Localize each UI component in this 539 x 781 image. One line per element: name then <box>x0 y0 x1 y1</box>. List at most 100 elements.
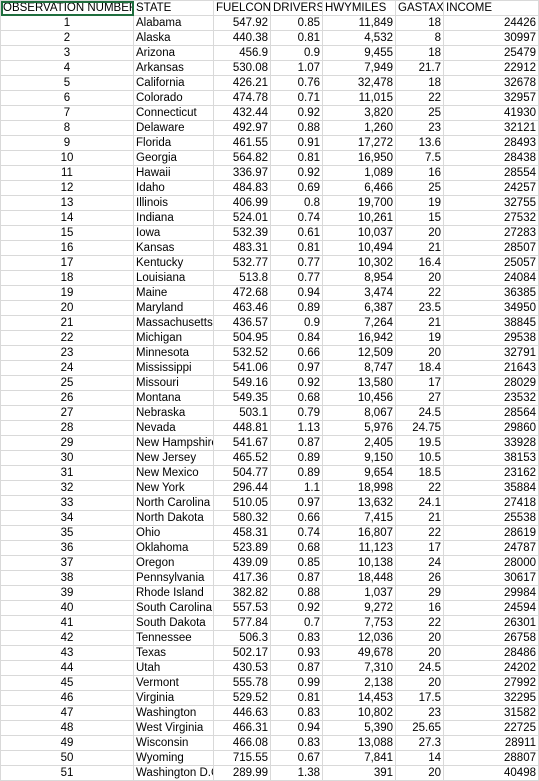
cell-fuelcon[interactable]: 463.46 <box>213 300 271 316</box>
cell-observation-number[interactable]: 12 <box>0 180 134 196</box>
cell-observation-number[interactable]: 50 <box>0 750 134 766</box>
cell-observation-number[interactable]: 42 <box>0 630 134 646</box>
cell-fuelcon[interactable]: 577.84 <box>213 615 271 631</box>
cell-gastax[interactable]: 23 <box>395 705 444 721</box>
cell-income[interactable]: 40498 <box>443 765 539 781</box>
cell-observation-number[interactable]: 51 <box>0 765 134 781</box>
cell-fuelcon[interactable]: 506.3 <box>213 630 271 646</box>
cell-fuelcon[interactable]: 532.77 <box>213 255 271 271</box>
cell-hwymiles[interactable]: 1,260 <box>322 120 396 136</box>
cell-observation-number[interactable]: 23 <box>0 345 134 361</box>
cell-drivers[interactable]: 0.81 <box>270 240 323 256</box>
cell-income[interactable]: 28911 <box>443 735 539 751</box>
cell-observation-number[interactable]: 46 <box>0 690 134 706</box>
header-cell-drivers[interactable]: DRIVERS <box>270 0 323 16</box>
cell-observation-number[interactable]: 15 <box>0 225 134 241</box>
cell-drivers[interactable]: 0.87 <box>270 435 323 451</box>
cell-gastax[interactable]: 7.5 <box>395 150 444 166</box>
cell-observation-number[interactable]: 37 <box>0 555 134 571</box>
cell-fuelcon[interactable]: 406.99 <box>213 195 271 211</box>
cell-fuelcon[interactable]: 336.97 <box>213 165 271 181</box>
cell-observation-number[interactable]: 20 <box>0 300 134 316</box>
cell-state[interactable]: Arizona <box>133 45 214 61</box>
cell-state[interactable]: Pennsylvania <box>133 570 214 586</box>
cell-gastax[interactable]: 16.4 <box>395 255 444 271</box>
cell-hwymiles[interactable]: 19,700 <box>322 195 396 211</box>
cell-income[interactable]: 33928 <box>443 435 539 451</box>
cell-hwymiles[interactable]: 32,478 <box>322 75 396 91</box>
header-cell-state[interactable]: STATE <box>133 0 214 16</box>
cell-income[interactable]: 30997 <box>443 30 539 46</box>
cell-fuelcon[interactable]: 432.44 <box>213 105 271 121</box>
cell-gastax[interactable]: 17 <box>395 375 444 391</box>
cell-hwymiles[interactable]: 7,949 <box>322 60 396 76</box>
cell-fuelcon[interactable]: 549.35 <box>213 390 271 406</box>
cell-hwymiles[interactable]: 13,632 <box>322 495 396 511</box>
cell-drivers[interactable]: 0.61 <box>270 225 323 241</box>
cell-drivers[interactable]: 1.1 <box>270 480 323 496</box>
cell-income[interactable]: 28486 <box>443 645 539 661</box>
cell-fuelcon[interactable]: 555.78 <box>213 675 271 691</box>
cell-hwymiles[interactable]: 16,807 <box>322 525 396 541</box>
cell-observation-number[interactable]: 22 <box>0 330 134 346</box>
cell-drivers[interactable]: 0.83 <box>270 735 323 751</box>
cell-hwymiles[interactable]: 10,494 <box>322 240 396 256</box>
cell-fuelcon[interactable]: 502.17 <box>213 645 271 661</box>
cell-income[interactable]: 24257 <box>443 180 539 196</box>
cell-hwymiles[interactable]: 10,261 <box>322 210 396 226</box>
cell-drivers[interactable]: 0.93 <box>270 645 323 661</box>
cell-fuelcon[interactable]: 532.39 <box>213 225 271 241</box>
cell-gastax[interactable]: 19.5 <box>395 435 444 451</box>
cell-drivers[interactable]: 0.94 <box>270 285 323 301</box>
cell-observation-number[interactable]: 49 <box>0 735 134 751</box>
cell-fuelcon[interactable]: 296.44 <box>213 480 271 496</box>
cell-gastax[interactable]: 20 <box>395 270 444 286</box>
cell-observation-number[interactable]: 45 <box>0 675 134 691</box>
cell-income[interactable]: 32121 <box>443 120 539 136</box>
cell-fuelcon[interactable]: 456.9 <box>213 45 271 61</box>
cell-income[interactable]: 28507 <box>443 240 539 256</box>
cell-state[interactable]: Wisconsin <box>133 735 214 751</box>
cell-state[interactable]: California <box>133 75 214 91</box>
cell-income[interactable]: 27418 <box>443 495 539 511</box>
cell-state[interactable]: North Dakota <box>133 510 214 526</box>
cell-hwymiles[interactable]: 16,942 <box>322 330 396 346</box>
cell-fuelcon[interactable]: 541.67 <box>213 435 271 451</box>
cell-fuelcon[interactable]: 523.89 <box>213 540 271 556</box>
cell-state[interactable]: Kansas <box>133 240 214 256</box>
cell-drivers[interactable]: 0.79 <box>270 405 323 421</box>
cell-observation-number[interactable]: 9 <box>0 135 134 151</box>
cell-income[interactable]: 26301 <box>443 615 539 631</box>
cell-observation-number[interactable]: 5 <box>0 75 134 91</box>
cell-drivers[interactable]: 0.87 <box>270 660 323 676</box>
cell-hwymiles[interactable]: 391 <box>322 765 396 781</box>
cell-income[interactable]: 24594 <box>443 600 539 616</box>
cell-observation-number[interactable]: 7 <box>0 105 134 121</box>
cell-state[interactable]: Delaware <box>133 120 214 136</box>
cell-state[interactable]: Missouri <box>133 375 214 391</box>
cell-fuelcon[interactable]: 524.01 <box>213 210 271 226</box>
cell-fuelcon[interactable]: 529.52 <box>213 690 271 706</box>
cell-observation-number[interactable]: 17 <box>0 255 134 271</box>
cell-income[interactable]: 26758 <box>443 630 539 646</box>
cell-drivers[interactable]: 0.84 <box>270 330 323 346</box>
cell-drivers[interactable]: 0.83 <box>270 705 323 721</box>
cell-observation-number[interactable]: 28 <box>0 420 134 436</box>
cell-hwymiles[interactable]: 1,089 <box>322 165 396 181</box>
cell-gastax[interactable]: 27.3 <box>395 735 444 751</box>
cell-fuelcon[interactable]: 465.52 <box>213 450 271 466</box>
cell-hwymiles[interactable]: 11,123 <box>322 540 396 556</box>
cell-drivers[interactable]: 0.74 <box>270 525 323 541</box>
cell-gastax[interactable]: 18 <box>395 15 444 31</box>
cell-fuelcon[interactable]: 472.68 <box>213 285 271 301</box>
cell-state[interactable]: Nevada <box>133 420 214 436</box>
cell-hwymiles[interactable]: 49,678 <box>322 645 396 661</box>
cell-gastax[interactable]: 18.4 <box>395 360 444 376</box>
cell-drivers[interactable]: 0.92 <box>270 600 323 616</box>
cell-hwymiles[interactable]: 13,580 <box>322 375 396 391</box>
cell-fuelcon[interactable]: 440.38 <box>213 30 271 46</box>
cell-fuelcon[interactable]: 557.53 <box>213 600 271 616</box>
cell-state[interactable]: Maine <box>133 285 214 301</box>
cell-observation-number[interactable]: 43 <box>0 645 134 661</box>
cell-drivers[interactable]: 0.92 <box>270 105 323 121</box>
